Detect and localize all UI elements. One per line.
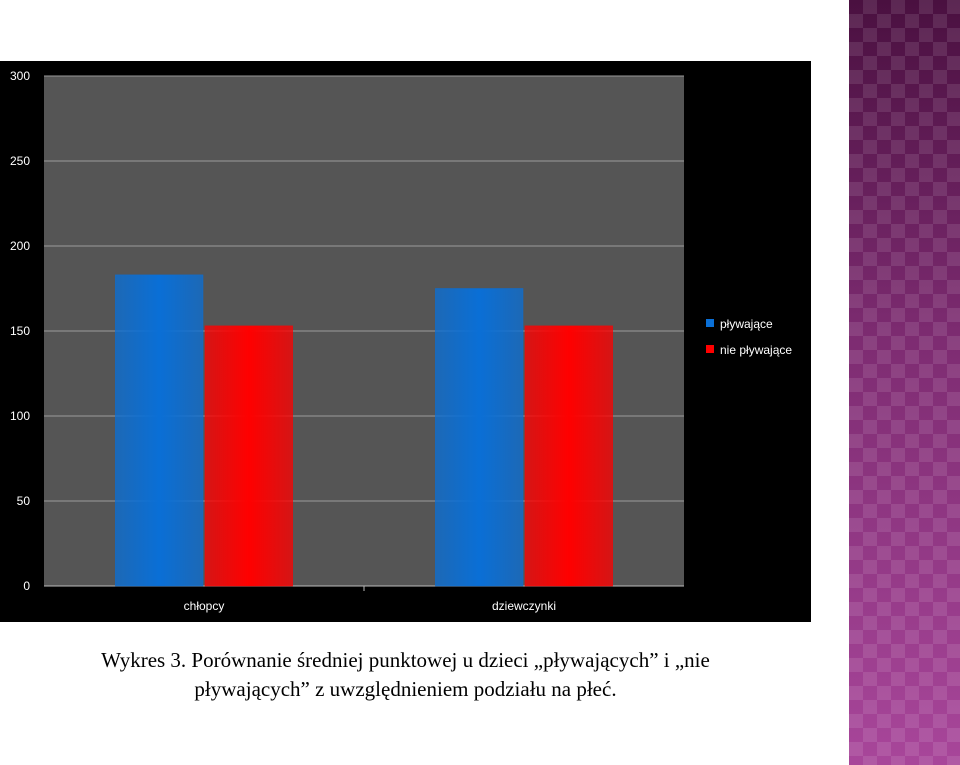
- bar: [204, 325, 293, 587]
- caption-line-2: pływających” z uwzględnieniem podziału n…: [194, 677, 617, 701]
- chart-panel: 0 50 100 150 200 250 300 chłopcy dziewczynki pływ…: [0, 61, 811, 622]
- figure-caption: Wykres 3. Porównanie średniej punktowej …: [0, 646, 811, 704]
- legend-swatch: [706, 345, 714, 353]
- bar: [524, 325, 613, 587]
- y-tick-label: 300: [10, 69, 30, 83]
- legend-label: pływające: [720, 317, 773, 331]
- y-tick-label: 0: [23, 579, 30, 593]
- bar-chart: 0 50 100 150 200 250 300 chłopcy dziewczynki pływ…: [10, 69, 792, 613]
- legend-swatch: [706, 319, 714, 327]
- y-tick-label: 100: [10, 409, 30, 423]
- x-tick-label: chłopcy: [184, 599, 225, 613]
- decorative-side-pattern: [849, 0, 960, 765]
- y-tick-label: 200: [10, 239, 30, 253]
- bar: [435, 288, 524, 587]
- y-tick-label: 250: [10, 154, 30, 168]
- caption-line-1: Wykres 3. Porównanie średniej punktowej …: [101, 648, 710, 672]
- bar: [115, 274, 204, 587]
- y-tick-label: 50: [17, 494, 31, 508]
- y-tick-label: 150: [10, 324, 30, 338]
- x-tick-label: dziewczynki: [492, 599, 556, 613]
- legend-label: nie pływające: [720, 343, 792, 357]
